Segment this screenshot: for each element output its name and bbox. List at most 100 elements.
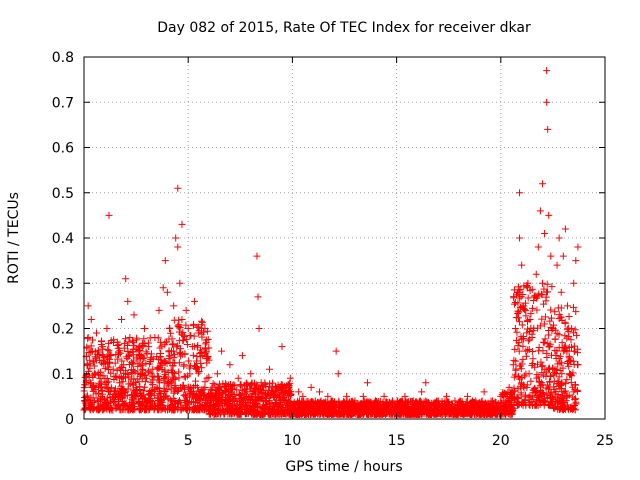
data-point [520,282,528,290]
data-point [265,365,273,373]
data-point [138,352,146,360]
data-point [103,325,111,332]
x-tick-label: 5 [184,433,193,449]
data-point [171,350,179,358]
data-point [432,410,440,418]
data-point [109,365,117,373]
data-point [209,392,217,400]
data-point [557,380,565,388]
data-point [367,399,375,407]
data-point [483,410,491,418]
data-point [112,351,120,359]
data-point [84,334,92,342]
data-point [207,397,215,405]
data-point [178,220,186,228]
data-point [447,406,455,414]
data-point [217,396,225,404]
data-point [150,403,158,411]
data-point [545,331,553,339]
data-point [285,382,293,390]
data-point [565,404,573,412]
data-point [173,343,181,351]
data-point [176,324,184,332]
data-point [550,377,558,385]
data-point [139,341,147,349]
data-point [180,361,188,369]
data-point [363,379,371,387]
data-point [544,125,552,133]
data-point [408,398,416,406]
data-point [81,374,89,382]
y-tick-label: 0.5 [52,186,74,202]
data-point [188,343,196,351]
data-point [172,399,180,407]
data-point [254,293,262,301]
data-point [306,398,314,406]
data-point [158,405,166,413]
data-point [145,343,153,351]
data-point [205,373,213,381]
data-point [522,401,530,409]
data-point [572,381,580,389]
data-point [261,397,269,405]
data-point [161,257,169,265]
data-point [151,334,159,342]
data-point [146,406,154,414]
data-point [121,335,129,343]
data-point [510,294,518,302]
data-point [506,389,514,397]
x-tick-label: 25 [596,433,614,449]
data-point [106,399,114,407]
data-point [87,394,95,402]
data-point [555,406,563,414]
data-point [101,380,109,388]
data-point [426,401,434,409]
data-point [237,406,245,414]
data-point [182,397,190,405]
data-point [500,405,508,413]
data-point [549,395,557,403]
data-point [559,402,567,410]
data-point [286,374,294,382]
data-point [517,380,525,388]
data-point [563,334,571,342]
data-point [159,284,167,292]
data-point [555,344,563,352]
data-point [457,410,465,418]
data-point [540,398,548,406]
data-point [418,388,426,396]
data-point [372,397,380,405]
data-point [568,393,576,401]
data-point [532,270,540,278]
data-point [235,392,243,400]
y-tick-label: 0.4 [52,231,74,247]
data-point [182,335,190,343]
data-point [547,306,555,314]
data-point [545,342,553,350]
data-point [492,402,500,410]
data-point [468,409,476,417]
x-axis-label: GPS time / hours [285,459,402,475]
data-point [141,398,149,406]
data-point [538,279,546,287]
data-point [113,338,121,346]
data-point [384,401,392,409]
data-point [234,374,242,382]
data-point [106,358,114,366]
y-axis-ticks: 0 0.1 0.2 0.3 0.4 0.5 0.6 0.7 0.8 [52,50,605,428]
data-point [127,366,135,374]
data-point [516,294,524,302]
data-point [476,406,484,414]
data-point [178,385,186,393]
data-point [139,365,147,373]
data-point [114,355,122,363]
data-point [233,405,241,413]
data-point [527,310,535,318]
data-point [295,388,303,396]
data-point [84,335,92,343]
data-point [142,359,150,367]
data-point [130,342,138,350]
x-tick-label: 0 [80,433,89,449]
data-point [472,397,480,405]
data-point [523,383,531,391]
